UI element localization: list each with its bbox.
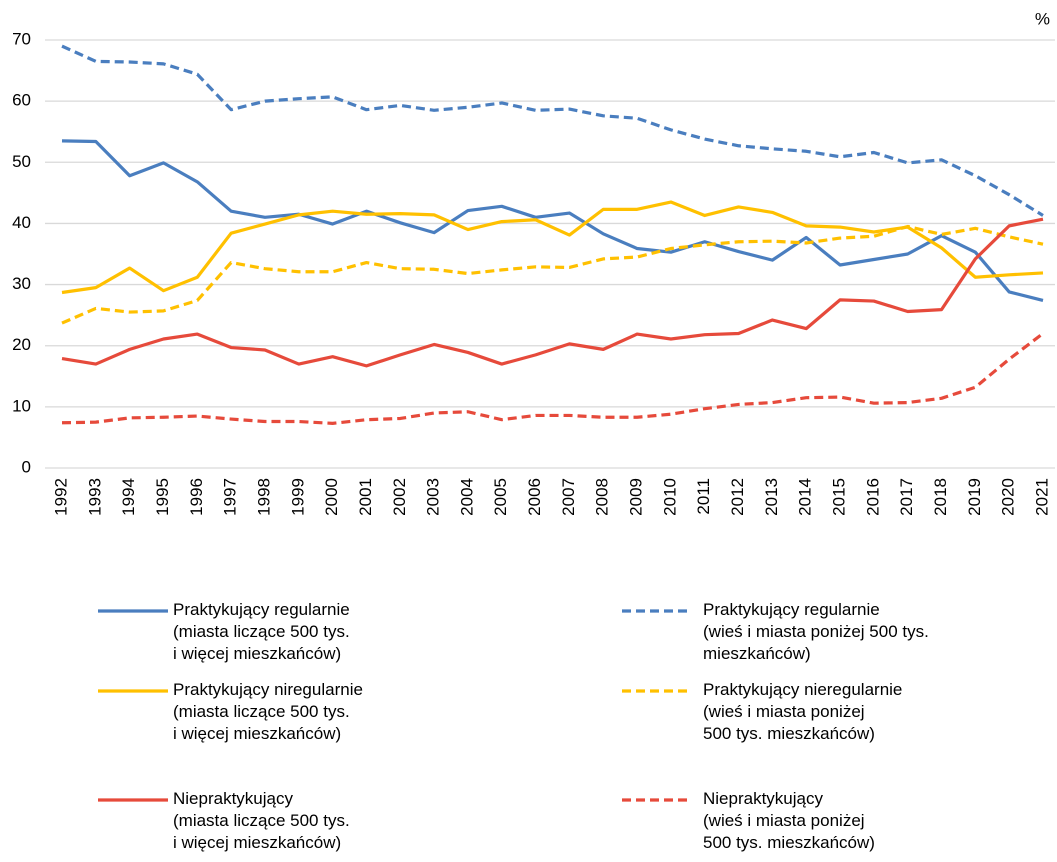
x-tick-label: 2013 — [762, 478, 781, 516]
x-tick-label: 1996 — [187, 478, 206, 516]
legend-label: Niepraktykujący (wieś i miasta poniżej 500… — [703, 789, 875, 852]
x-tick-label: 2020 — [999, 478, 1018, 516]
x-tick-label: 2000 — [322, 478, 341, 516]
y-tick-label: 40 — [12, 213, 31, 232]
x-tick-label: 1998 — [254, 478, 273, 516]
y-tick-label: 10 — [12, 396, 31, 415]
x-tick-label: 1994 — [119, 478, 138, 516]
x-tick-label: 2012 — [728, 478, 747, 516]
legend-label: Praktykujący regularnie (miasta liczące 5… — [173, 600, 350, 663]
x-tick-label: 1995 — [153, 478, 172, 516]
legend-label: Praktykujący niregularnie (miasta liczące… — [173, 680, 363, 743]
x-tick-label: 2010 — [660, 478, 679, 516]
legend-label: Praktykujący nieregularnie (wieś i miasta… — [703, 680, 902, 743]
series-line — [61, 200, 1044, 295]
x-tick-label: 2014 — [796, 478, 815, 516]
x-tick-label: 2017 — [897, 478, 916, 516]
x-tick-label: 2015 — [830, 478, 849, 516]
y-tick-label: 0 — [22, 457, 31, 476]
x-tick-label: 1999 — [288, 478, 307, 516]
x-tick-label: 2003 — [424, 478, 443, 516]
x-tick-label: 2021 — [1032, 478, 1051, 516]
series-line — [61, 332, 1044, 425]
x-tick-label: 1992 — [51, 478, 70, 516]
x-tick-label: 1993 — [85, 478, 104, 516]
x-tick-label: 2016 — [863, 478, 882, 516]
x-tick-label: 2002 — [390, 478, 409, 516]
x-tick-label: 2005 — [491, 478, 510, 516]
y-tick-label: 50 — [12, 152, 31, 171]
series-line — [61, 44, 1044, 217]
x-tick-label: 2019 — [965, 478, 984, 516]
x-tick-label: 2007 — [559, 478, 578, 516]
x-tick-label: 2008 — [593, 478, 612, 516]
series-line — [61, 217, 1044, 368]
x-tick-label: 2006 — [525, 478, 544, 516]
x-tick-label: 2011 — [694, 478, 713, 515]
x-tick-label: 2018 — [931, 478, 950, 516]
legend-label: Praktykujący regularnie (wieś i miasta po… — [703, 600, 929, 663]
series-line — [61, 224, 1044, 325]
y-tick-label: 30 — [12, 274, 31, 293]
y-tick-label: 60 — [12, 91, 31, 110]
y-tick-label: 20 — [12, 335, 31, 354]
x-tick-label: 1997 — [221, 478, 240, 516]
y-tick-label: 70 — [12, 29, 31, 48]
series-line — [61, 139, 1044, 303]
x-tick-label: 2009 — [627, 478, 646, 516]
legend-label: Niepraktykujący (miasta liczące 500 tys. i… — [173, 789, 350, 852]
x-tick-label: 2001 — [356, 478, 375, 516]
x-tick-label: 2004 — [457, 478, 476, 516]
unit-label: % — [1035, 9, 1050, 28]
